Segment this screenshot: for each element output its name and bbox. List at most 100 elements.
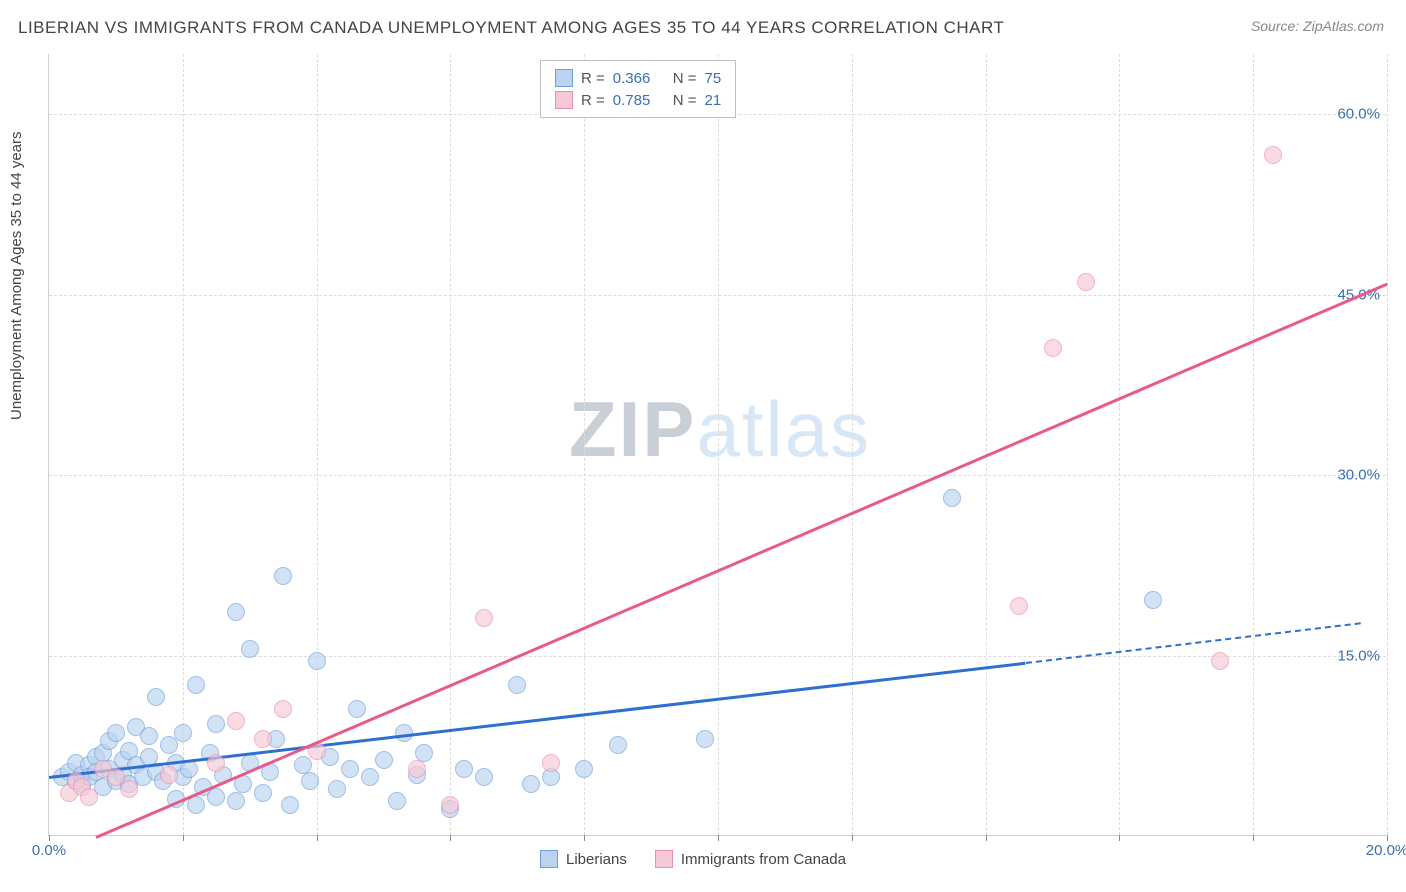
scatter-point [120, 780, 138, 798]
scatter-point [80, 788, 98, 806]
scatter-point [361, 768, 379, 786]
scatter-point [281, 796, 299, 814]
scatter-point [227, 603, 245, 621]
scatter-point [475, 768, 493, 786]
scatter-point [348, 700, 366, 718]
scatter-point [341, 760, 359, 778]
trend-line [95, 283, 1387, 839]
scatter-point [609, 736, 627, 754]
x-tick-mark [718, 835, 719, 841]
scatter-point [441, 796, 459, 814]
gridline-v [317, 54, 318, 835]
legend-item: Immigrants from Canada [655, 850, 846, 868]
x-tick-mark [1387, 835, 1388, 841]
legend-swatch [555, 69, 573, 87]
scatter-point [388, 792, 406, 810]
gridline-v [183, 54, 184, 835]
scatter-point [207, 715, 225, 733]
x-tick-mark [1119, 835, 1120, 841]
plot-area: ZIPatlas 15.0%30.0%45.0%60.0%0.0%20.0% [48, 54, 1386, 836]
scatter-point [475, 609, 493, 627]
legend-swatch [655, 850, 673, 868]
chart-title: LIBERIAN VS IMMIGRANTS FROM CANADA UNEMP… [18, 18, 1004, 38]
scatter-point [455, 760, 473, 778]
scatter-point [227, 792, 245, 810]
x-tick-mark [1253, 835, 1254, 841]
legend-n-value: 21 [705, 92, 722, 109]
watermark-part1: ZIP [569, 385, 696, 473]
gridline-v [1253, 54, 1254, 835]
scatter-point [187, 676, 205, 694]
correlation-legend: R = 0.366 N = 75 R = 0.785 N = 21 [540, 60, 736, 118]
legend-swatch [540, 850, 558, 868]
scatter-point [107, 724, 125, 742]
scatter-point [308, 652, 326, 670]
legend-label: Liberians [566, 851, 627, 868]
legend-row: R = 0.366 N = 75 [555, 67, 721, 89]
scatter-point [696, 730, 714, 748]
scatter-point [1010, 597, 1028, 615]
gridline-v [852, 54, 853, 835]
scatter-point [241, 640, 259, 658]
gridline-v [584, 54, 585, 835]
source-label: Source: ZipAtlas.com [1251, 18, 1384, 34]
legend-r-value: 0.366 [613, 70, 665, 87]
scatter-point [227, 712, 245, 730]
legend-n-label: N = [673, 92, 697, 109]
scatter-point [375, 751, 393, 769]
scatter-point [274, 567, 292, 585]
scatter-point [508, 676, 526, 694]
series-legend: Liberians Immigrants from Canada [540, 850, 846, 868]
gridline-v [986, 54, 987, 835]
legend-label: Immigrants from Canada [681, 851, 846, 868]
legend-r-label: R = [581, 92, 605, 109]
x-tick-mark [49, 835, 50, 841]
legend-r-value: 0.785 [613, 92, 665, 109]
legend-n-label: N = [673, 70, 697, 87]
scatter-point [522, 775, 540, 793]
x-tick-mark [450, 835, 451, 841]
watermark-part2: atlas [696, 385, 871, 473]
scatter-point [328, 780, 346, 798]
scatter-point [207, 754, 225, 772]
legend-swatch [555, 91, 573, 109]
watermark: ZIPatlas [569, 384, 871, 475]
x-tick-mark [584, 835, 585, 841]
scatter-point [147, 688, 165, 706]
scatter-point [1044, 339, 1062, 357]
legend-row: R = 0.785 N = 21 [555, 89, 721, 111]
scatter-point [174, 724, 192, 742]
trend-line [1026, 622, 1361, 664]
gridline-v [1119, 54, 1120, 835]
y-axis-label: Unemployment Among Ages 35 to 44 years [8, 131, 25, 420]
gridline-v [718, 54, 719, 835]
y-tick-label: 30.0% [1337, 467, 1380, 484]
scatter-point [943, 489, 961, 507]
y-tick-label: 15.0% [1337, 647, 1380, 664]
legend-r-label: R = [581, 70, 605, 87]
x-tick-mark [852, 835, 853, 841]
scatter-point [274, 700, 292, 718]
x-tick-mark [986, 835, 987, 841]
y-tick-label: 60.0% [1337, 106, 1380, 123]
scatter-point [1264, 146, 1282, 164]
scatter-point [1211, 652, 1229, 670]
scatter-point [301, 772, 319, 790]
legend-item: Liberians [540, 850, 627, 868]
scatter-point [254, 784, 272, 802]
x-tick-label: 20.0% [1366, 842, 1406, 859]
x-tick-label: 0.0% [32, 842, 66, 859]
x-tick-mark [183, 835, 184, 841]
x-tick-mark [317, 835, 318, 841]
scatter-point [1144, 591, 1162, 609]
scatter-point [160, 766, 178, 784]
scatter-point [254, 730, 272, 748]
legend-n-value: 75 [705, 70, 722, 87]
gridline-v [1387, 54, 1388, 835]
scatter-point [542, 754, 560, 772]
scatter-point [408, 760, 426, 778]
scatter-point [140, 727, 158, 745]
scatter-point [1077, 273, 1095, 291]
gridline-v [450, 54, 451, 835]
scatter-point [575, 760, 593, 778]
